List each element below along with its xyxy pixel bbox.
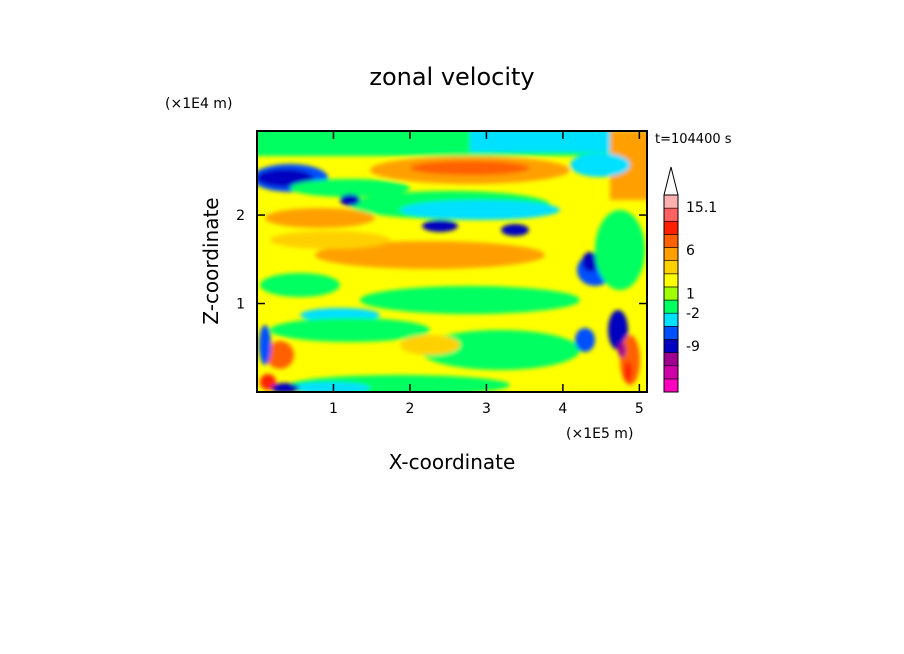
- colorbar-segment: [663, 378, 679, 393]
- x-tick-label: 1: [329, 401, 338, 417]
- blob-right-cyan: [570, 153, 630, 177]
- blob-green-6: [270, 318, 430, 342]
- blob-amber-2: [400, 335, 460, 355]
- colorbar-segment: [663, 207, 679, 222]
- colorbar-label: -2: [686, 306, 700, 322]
- colorbar-label: 1: [686, 287, 695, 303]
- colorbar-segment: [663, 312, 679, 327]
- colorbar-segment: [663, 220, 679, 235]
- colorbar-segment: [663, 234, 679, 248]
- blob-orange-2: [265, 208, 375, 228]
- y-axis-ticks: 12: [236, 208, 647, 313]
- y-tick-label: 2: [236, 208, 245, 224]
- colorbar-frame: [663, 194, 679, 393]
- blob-navy-1: [340, 194, 360, 206]
- blob-ll-navy: [271, 383, 299, 392]
- colorbar-label: 6: [686, 243, 695, 259]
- x-tick-label: 5: [635, 401, 644, 417]
- colorbar-extension-triangle: [663, 166, 679, 196]
- colorbar-segment: [663, 273, 679, 288]
- time-label: t=104400 s: [655, 132, 732, 147]
- blob-ll-blue: [259, 325, 271, 365]
- colorbar-segment: [663, 365, 679, 380]
- band-top-cyan: [470, 131, 647, 152]
- blob-navy-2: [422, 220, 458, 232]
- colorbar-label: 15.1: [686, 200, 717, 216]
- x-tick-label: 4: [558, 401, 567, 417]
- colorbar-segment: [663, 352, 679, 367]
- colorbar-segment: [663, 260, 679, 275]
- blob-lr-blue: [575, 328, 595, 352]
- colorbar-segment: [663, 299, 679, 314]
- y-axis-label: Z-coordinate: [199, 197, 223, 324]
- contour-field: [257, 131, 647, 392]
- chart-title: zonal velocity: [369, 63, 534, 91]
- y-scale-label: (×1E4 m): [165, 96, 232, 112]
- blob-lr-magenta: [618, 342, 626, 358]
- colorbar-segment: [663, 247, 679, 261]
- blob-lr-navy: [608, 310, 628, 350]
- blob-right-green: [595, 210, 645, 290]
- blob-right-navy: [582, 252, 598, 272]
- blob-orange-3: [315, 241, 545, 269]
- colorbar-segment: [663, 194, 679, 209]
- x-tick-label: 2: [405, 401, 414, 417]
- colorbar-segment: [663, 286, 679, 301]
- blob-green-4: [260, 273, 340, 297]
- colorbar-label: -9: [686, 339, 700, 355]
- colorbar-segment: [663, 326, 679, 340]
- blob-green-7: [420, 330, 580, 370]
- x-axis-ticks: 1 2 3 4 5: [329, 131, 644, 417]
- blob-green-5: [360, 286, 580, 314]
- colorbar-segment: [663, 339, 679, 353]
- blob-ll-red: [260, 374, 276, 390]
- blob-mid-cyan: [400, 200, 560, 220]
- plot-frame: [256, 130, 648, 393]
- blob-cyan-6: [290, 382, 370, 392]
- blob-amber: [270, 231, 390, 249]
- colorbar: -9 -2 1 6 15.1: [663, 166, 717, 393]
- x-axis-label: X-coordinate: [389, 450, 516, 474]
- blob-top-darkorange: [410, 161, 530, 175]
- blob-ll-orange: [266, 341, 294, 369]
- x-tick-label: 3: [482, 401, 491, 417]
- blob-navy-3: [501, 224, 529, 236]
- blob-left-navy: [257, 169, 313, 187]
- x-scale-label: (×1E5 m): [566, 426, 633, 442]
- blob-left-green: [290, 179, 410, 197]
- blob-lr-red: [624, 362, 632, 382]
- y-tick-label: 1: [236, 297, 245, 313]
